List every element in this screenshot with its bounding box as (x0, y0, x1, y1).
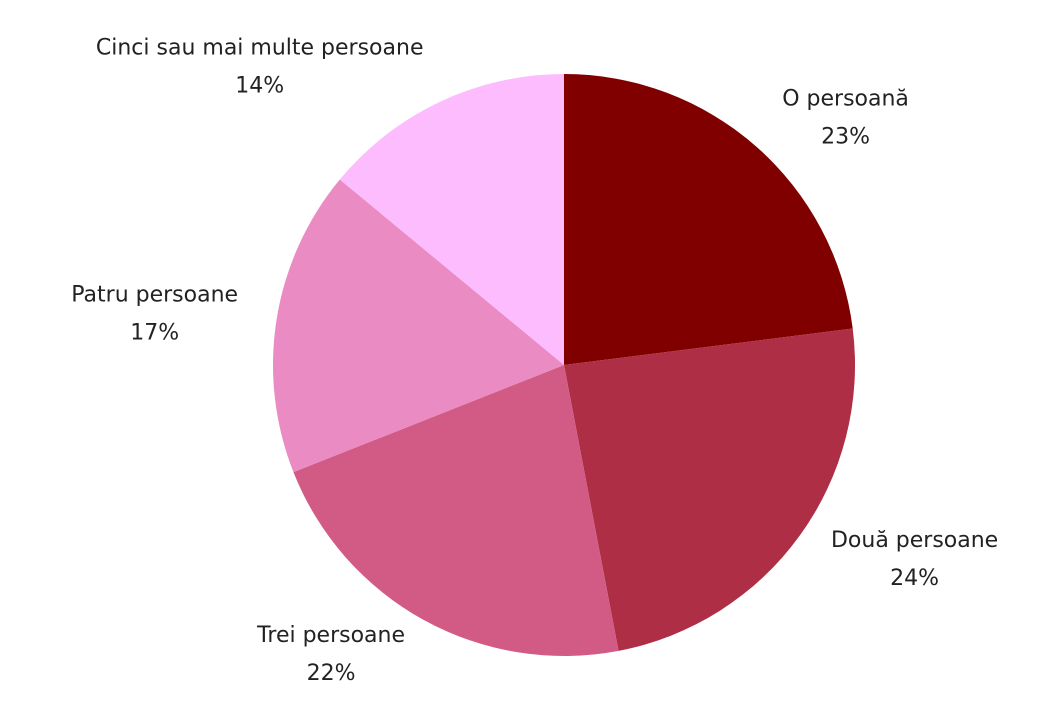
slice-label: Patru persoane (71, 282, 238, 307)
pie-slice (564, 328, 855, 651)
pie-slice (273, 179, 564, 473)
slice-value-label: 22% (307, 661, 356, 686)
slice-label: O persoană (782, 86, 909, 111)
pie-slice (564, 74, 853, 365)
slice-label: Trei persoane (256, 623, 405, 648)
slice-value-label: 17% (130, 320, 179, 345)
pie-slice (339, 74, 564, 365)
slice-value-label: 14% (235, 73, 284, 98)
pie-slice (293, 365, 619, 656)
slice-label: Cinci sau mai multe persoane (96, 35, 424, 60)
slice-value-label: 23% (821, 124, 870, 149)
slice-label: Două persoane (831, 528, 998, 553)
slice-value-label: 24% (890, 566, 939, 591)
